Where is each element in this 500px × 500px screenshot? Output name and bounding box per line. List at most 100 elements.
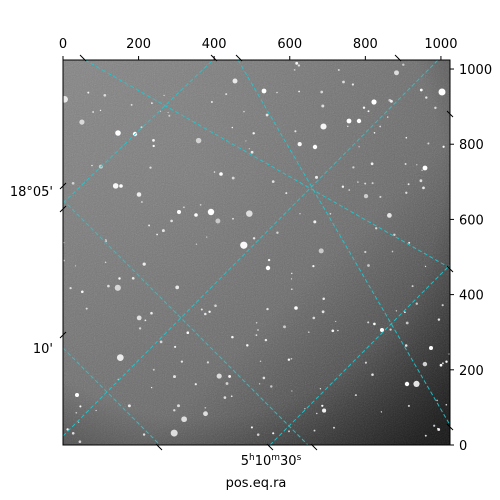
x-axis-title: pos.eq.ra [226,476,287,491]
star [210,100,213,104]
star [75,411,78,414]
world-tick-mark [394,54,402,62]
star [175,285,180,290]
star [347,125,349,128]
star [362,106,366,109]
star [408,241,411,244]
star [442,145,445,148]
star [206,236,208,238]
star [297,141,302,147]
star [389,328,392,331]
star [195,243,198,245]
star [272,432,275,435]
star [149,166,152,169]
ra-tick-label: 5h10m30s [241,453,302,469]
star [74,265,77,267]
star [367,321,370,324]
star [142,433,146,436]
star [91,164,93,167]
world-coordinate-ticks [59,54,454,451]
star [150,386,153,389]
star [411,285,414,288]
right-tick-label: 0 [459,439,467,454]
star [204,407,207,409]
star [231,176,235,180]
star [393,233,396,236]
bright-star [119,184,123,188]
bright-star [115,130,121,136]
star [232,217,234,220]
star [204,312,207,316]
bright-star [429,346,433,350]
star [266,307,269,311]
star [136,315,142,321]
star [441,304,444,307]
star [322,297,325,300]
world-tick-mark [155,443,163,451]
star [290,357,293,360]
star [370,162,374,166]
world-tick-mark [235,54,243,62]
star [290,288,293,291]
star [140,126,143,129]
star [170,219,173,223]
dec-label-1805: 18°05' [10,185,53,200]
star [304,408,306,410]
dec-label-10: 10' [33,342,53,357]
star [156,233,158,236]
star [391,250,394,253]
star [250,150,254,154]
star [144,319,147,322]
star [312,264,315,268]
star [425,96,428,99]
star [208,310,211,313]
star [243,110,245,113]
grid-line [63,60,214,204]
star [203,411,208,417]
star [422,186,425,190]
star [364,250,367,254]
star [200,308,203,311]
star [104,261,107,263]
star [367,110,370,113]
bright-star [438,88,446,96]
bright-star [404,381,410,387]
star [427,142,430,145]
grid-line [237,60,450,426]
star [199,204,202,206]
star [256,433,260,436]
star [395,310,398,312]
star [173,375,176,379]
star [407,404,410,407]
world-tick-mark [310,443,318,451]
star [246,344,249,347]
star [225,382,229,385]
star [248,148,250,150]
ra-h-unit: h [249,453,255,463]
bright-star [177,210,181,214]
star [267,258,271,262]
star [231,126,234,129]
star [66,428,69,431]
bright-star [261,88,267,94]
star [159,340,163,344]
star [161,229,165,233]
star [69,286,72,290]
star [116,354,124,361]
star [174,345,177,348]
star [152,368,155,371]
star [118,277,121,280]
bright-star [312,144,318,150]
world-tick-mark [59,331,67,339]
star [255,334,258,336]
star [320,123,327,130]
star [117,378,119,380]
world-tick-mark [59,182,67,190]
star [223,396,227,399]
ra-seconds: 30 [280,454,297,469]
star [293,69,296,71]
star [387,213,392,218]
right-tick-label: 200 [459,364,484,379]
star [255,322,258,324]
